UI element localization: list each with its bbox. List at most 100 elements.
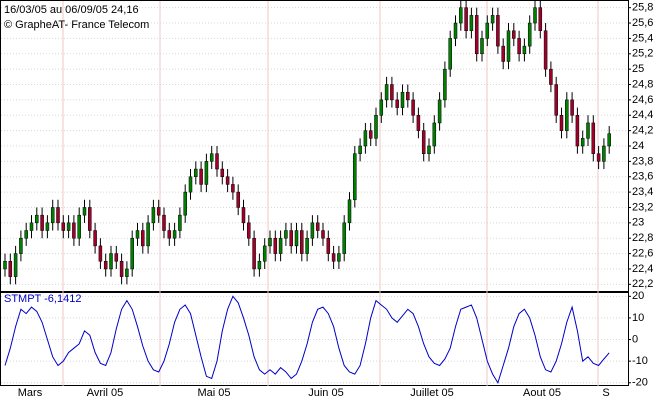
y-tick-label: -10 <box>632 355 648 367</box>
y-tick-label: 24,6 <box>632 94 653 106</box>
candle-body <box>390 84 394 101</box>
candle-body <box>204 161 209 185</box>
candle-body <box>8 261 13 277</box>
y-tick-label: 22,8 <box>632 232 653 244</box>
candle-body <box>209 153 214 162</box>
candle-body <box>56 207 60 224</box>
y-tick-label: 24 <box>632 140 644 152</box>
candle-body <box>215 153 219 170</box>
candle-body <box>427 145 431 154</box>
candle-body <box>188 176 193 193</box>
candle-body <box>347 199 352 224</box>
candle-body <box>294 230 299 247</box>
candle-body <box>554 84 558 116</box>
candle-body <box>284 230 288 239</box>
candle-body <box>437 99 442 124</box>
candle-body <box>596 153 601 162</box>
candle-body <box>114 253 119 262</box>
candle-body <box>109 253 113 270</box>
candle-body <box>331 253 336 262</box>
candle-body <box>342 222 346 254</box>
candle-body <box>305 237 309 254</box>
marks <box>3 0 611 384</box>
candle-body <box>3 261 7 270</box>
candle-body <box>103 261 108 270</box>
candle-body <box>151 207 156 224</box>
indicator-title: STMPT -6,1412 <box>4 293 81 305</box>
candle-body <box>35 214 39 224</box>
y-tick-label: 23 <box>632 217 644 229</box>
candle-body <box>199 168 203 185</box>
candle-body <box>384 84 389 101</box>
candle-body <box>506 30 511 62</box>
candle-body <box>374 115 378 139</box>
candle-body <box>379 99 384 116</box>
candle-body <box>183 191 187 216</box>
candle-body <box>512 30 516 39</box>
y-tick-label: 24,2 <box>632 125 653 137</box>
y-tick-label: 24,4 <box>632 109 653 121</box>
candle-body <box>146 222 150 247</box>
candle-body <box>448 38 452 70</box>
candle-body <box>416 115 421 131</box>
candle-body <box>580 138 585 147</box>
candle-body <box>141 230 145 247</box>
candle-body <box>167 230 172 239</box>
candle-body <box>565 99 569 131</box>
candle-body <box>490 15 495 24</box>
candle-body <box>172 230 177 239</box>
chart-subtitle: © GrapheAT- France Telecom <box>4 19 149 31</box>
y-tick-label: 23,2 <box>632 201 653 213</box>
candle-body <box>501 45 505 62</box>
chart-title: 16/03/05 au 06/09/05 24,16 <box>4 4 139 16</box>
y-tick-label: 25,8 <box>632 2 653 14</box>
candle-body <box>220 168 225 177</box>
candle-body <box>257 261 262 270</box>
y-tick-label: 25,6 <box>632 17 653 29</box>
candle-body <box>496 15 500 47</box>
candle-body <box>40 214 44 231</box>
candle-body <box>400 91 405 108</box>
candle-body <box>411 99 415 116</box>
y-tick-label: 22,4 <box>632 263 653 275</box>
candle-body <box>130 237 134 270</box>
candle-body <box>310 222 315 239</box>
candle-body <box>225 176 230 185</box>
candle-body <box>586 122 590 139</box>
candle-body <box>82 207 87 216</box>
x-tick-label: Aout 05 <box>523 387 561 399</box>
candle-body <box>453 22 458 39</box>
candle-body <box>522 45 527 55</box>
x-tick-label: S <box>602 387 609 399</box>
y-tick-label: 23,8 <box>632 155 653 167</box>
candle-body <box>278 237 283 254</box>
candle-body <box>607 133 611 147</box>
candle-body <box>533 7 537 24</box>
y-tick-label: 24,8 <box>632 78 653 90</box>
candle-body <box>125 268 129 277</box>
y-tick-label: 23,4 <box>632 186 653 198</box>
candle-body <box>432 122 437 147</box>
candle-body <box>72 222 76 239</box>
candle-body <box>543 30 548 70</box>
candle-body <box>135 230 140 239</box>
candle-body <box>368 130 373 139</box>
candle-body <box>162 214 166 231</box>
candle-body <box>443 68 447 101</box>
candle-body <box>77 214 81 239</box>
candle-body <box>300 230 304 254</box>
candle-body <box>93 230 97 247</box>
candle-body <box>315 222 320 231</box>
candle-body <box>66 222 71 231</box>
candle-body <box>268 237 272 247</box>
candle-body <box>119 261 124 277</box>
candle-body <box>156 207 161 216</box>
candle-body <box>24 230 28 239</box>
candle-body <box>474 15 479 55</box>
candle-body <box>178 214 182 231</box>
y-tick-label: 20 <box>632 290 644 302</box>
candle-body <box>241 207 246 224</box>
candle-body <box>353 153 357 201</box>
